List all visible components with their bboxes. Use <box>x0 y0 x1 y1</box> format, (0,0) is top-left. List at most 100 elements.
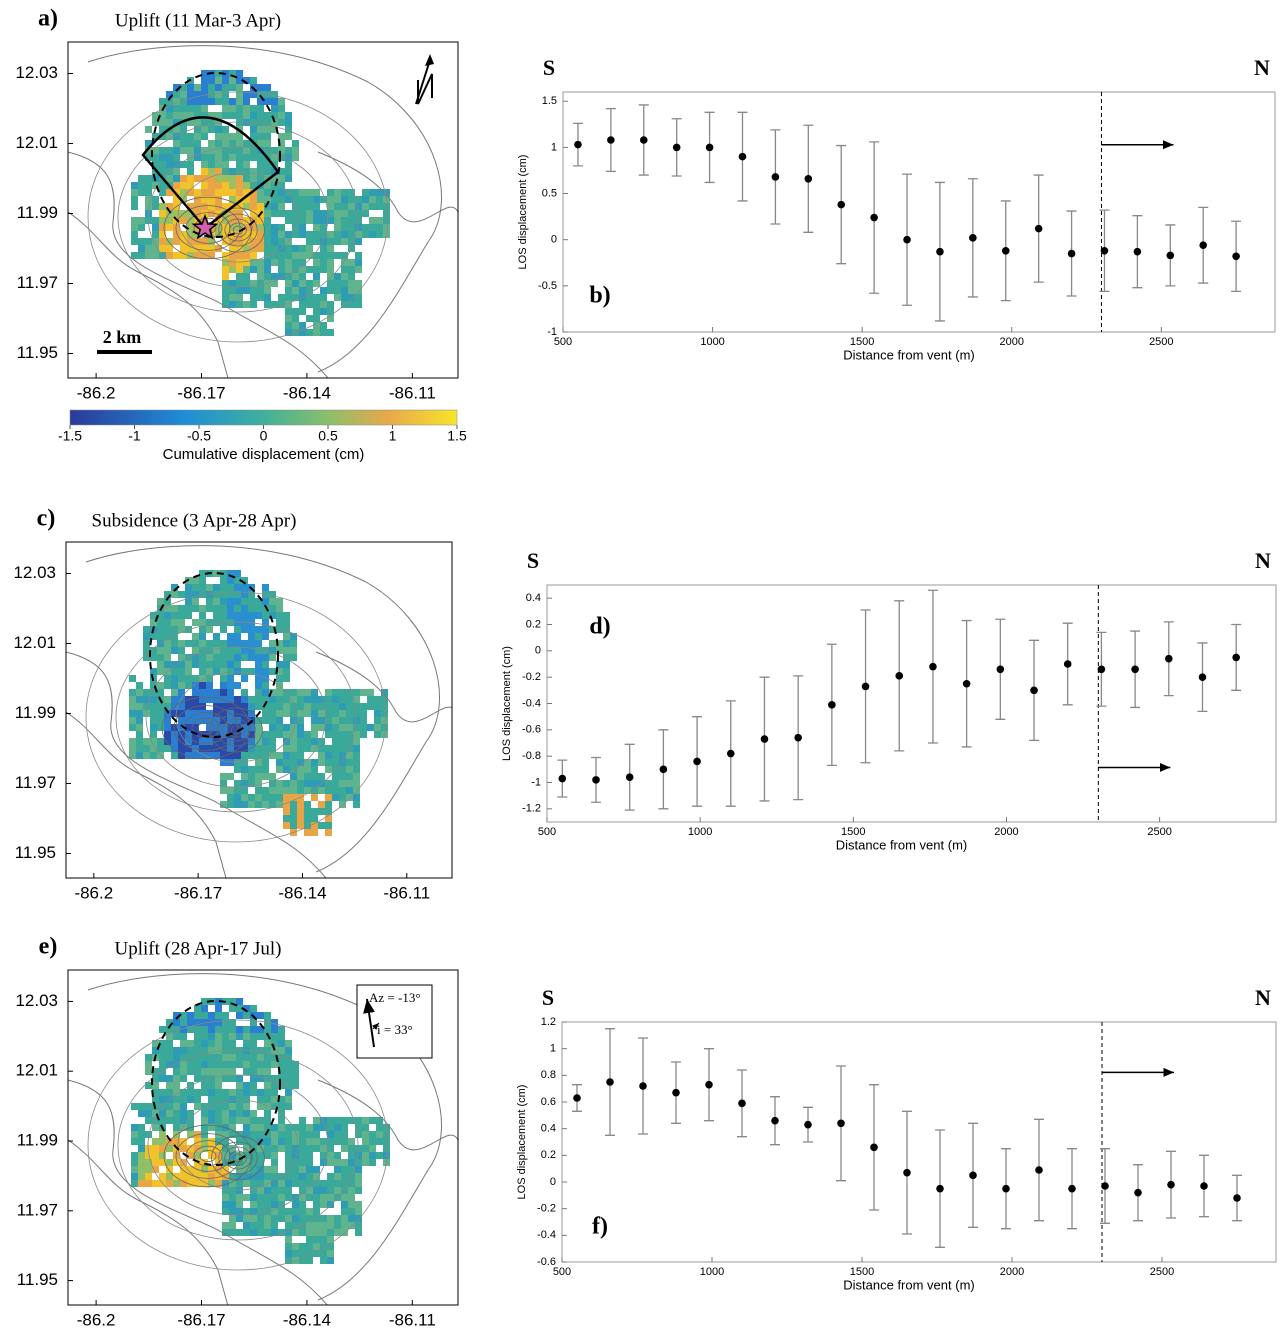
deformation-pixel <box>138 1159 145 1166</box>
deformation-pixel <box>152 196 159 203</box>
deformation-pixel <box>341 189 348 196</box>
deformation-pixel <box>222 182 229 189</box>
deformation-pixel <box>171 640 178 647</box>
deformation-pixel <box>306 1145 313 1152</box>
deformation-pixel <box>173 112 180 119</box>
deformation-pixel <box>311 815 318 822</box>
deformation-pixel <box>164 612 171 619</box>
deformation-pixel <box>278 1215 285 1222</box>
deformation-pixel <box>227 682 234 689</box>
deformation-pixel <box>334 1159 341 1166</box>
deformation-pixel <box>320 245 327 252</box>
deformation-pixel <box>264 238 271 245</box>
deformation-pixel <box>313 1187 320 1194</box>
deformation-pixel <box>269 640 276 647</box>
y-tick-label: 11.97 <box>17 273 58 292</box>
deformation-pixel <box>129 738 136 745</box>
deformation-pixel <box>313 217 320 224</box>
deformation-pixel <box>353 794 360 801</box>
deformation-pixel <box>264 301 271 308</box>
deformation-pixel <box>243 1194 250 1201</box>
deformation-pixel <box>208 1040 215 1047</box>
deformation-pixel <box>332 759 339 766</box>
deformation-pixel <box>213 689 220 696</box>
deformation-pixel <box>299 245 306 252</box>
deformation-pixel <box>222 98 229 105</box>
deformation-pixel <box>145 126 152 133</box>
deformation-pixel <box>185 724 192 731</box>
deformation-pixel <box>208 168 215 175</box>
deformation-pixel <box>152 154 159 161</box>
deformation-pixel <box>285 1215 292 1222</box>
deformation-pixel <box>376 224 383 231</box>
deformation-pixel <box>250 1124 257 1131</box>
deformation-pixel <box>292 280 299 287</box>
deformation-pixel <box>327 315 334 322</box>
deformation-pixel <box>271 210 278 217</box>
deformation-pixel <box>213 591 220 598</box>
deformation-pixel <box>341 1215 348 1222</box>
deformation-pixel <box>227 668 234 675</box>
deformation-pixel <box>243 1215 250 1222</box>
deformation-pixel <box>229 1075 236 1082</box>
data-point <box>693 758 701 766</box>
deformation-pixel <box>131 224 138 231</box>
deformation-pixel <box>327 1229 334 1236</box>
deformation-pixel <box>332 745 339 752</box>
deformation-pixel <box>360 717 367 724</box>
deformation-pixel <box>136 752 143 759</box>
deformation-pixel <box>290 633 297 640</box>
deformation-pixel <box>299 301 306 308</box>
deformation-pixel <box>187 1096 194 1103</box>
deformation-pixel <box>262 738 269 745</box>
deformation-pixel <box>283 787 290 794</box>
deformation-pixel <box>208 1180 215 1187</box>
deformation-pixel <box>276 759 283 766</box>
deformation-pixel <box>166 1110 173 1117</box>
deformation-pixel <box>187 168 194 175</box>
deformation-pixel <box>215 77 222 84</box>
deformation-pixel <box>236 1075 243 1082</box>
deformation-pixel <box>138 1180 145 1187</box>
deformation-pixel <box>208 245 215 252</box>
deformation-pixel <box>278 1047 285 1054</box>
deformation-pixel <box>264 217 271 224</box>
deformation-pixel <box>187 1040 194 1047</box>
deformation-pixel <box>236 133 243 140</box>
deformation-pixel <box>206 661 213 668</box>
deformation-pixel <box>320 266 327 273</box>
deformation-pixel <box>222 175 229 182</box>
deformation-pixel <box>215 98 222 105</box>
x-tick-label: 2000 <box>1000 1266 1024 1278</box>
deformation-pixel <box>157 724 164 731</box>
deformation-pixel <box>171 696 178 703</box>
deformation-pixel <box>299 1145 306 1152</box>
deformation-pixel <box>243 259 250 266</box>
data-point <box>739 153 747 161</box>
deformation-pixel <box>292 252 299 259</box>
deformation-pixel <box>348 280 355 287</box>
deformation-pixel <box>173 147 180 154</box>
deformation-pixel <box>173 252 180 259</box>
deformation-pixel <box>166 1117 173 1124</box>
deformation-pixel <box>271 1082 278 1089</box>
deformation-pixel <box>241 668 248 675</box>
y-tick-label: 0.2 <box>526 618 541 630</box>
deformation-pixel <box>283 633 290 640</box>
deformation-pixel <box>180 1061 187 1068</box>
deformation-pixel <box>201 126 208 133</box>
deformation-pixel <box>236 998 243 1005</box>
deformation-pixel <box>171 647 178 654</box>
deformation-pixel <box>362 189 369 196</box>
deformation-pixel <box>227 633 234 640</box>
deformation-pixel <box>250 112 257 119</box>
deformation-pixel <box>369 189 376 196</box>
deformation-pixel <box>229 1222 236 1229</box>
deformation-pixel <box>152 231 159 238</box>
deformation-pixel <box>334 1173 341 1180</box>
deformation-pixel <box>264 1194 271 1201</box>
deformation-pixel <box>257 259 264 266</box>
deformation-pixel <box>150 696 157 703</box>
data-point <box>1064 660 1072 668</box>
data-point <box>1200 1182 1208 1190</box>
